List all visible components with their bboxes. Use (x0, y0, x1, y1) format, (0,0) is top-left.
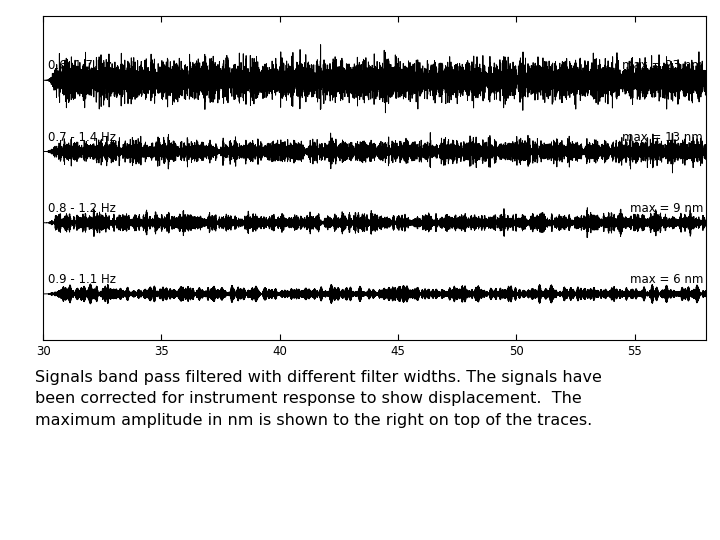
Text: 0.6  1.7 Hz: 0.6 1.7 Hz (48, 59, 112, 72)
Text: max = 9 nm: max = 9 nm (630, 202, 703, 215)
Text: 0.7 - 1.4 Hz: 0.7 - 1.4 Hz (48, 131, 116, 144)
Text: max = 13 nm: max = 13 nm (623, 131, 703, 144)
Text: max = 6 nm: max = 6 nm (630, 273, 703, 286)
Text: max = 23 nm: max = 23 nm (623, 59, 703, 72)
Text: 0.9 - 1.1 Hz: 0.9 - 1.1 Hz (48, 273, 116, 286)
Text: 0.8 - 1.2 Hz: 0.8 - 1.2 Hz (48, 202, 116, 215)
Text: Signals band pass filtered with different filter widths. The signals have
been c: Signals band pass filtered with differen… (35, 370, 603, 428)
